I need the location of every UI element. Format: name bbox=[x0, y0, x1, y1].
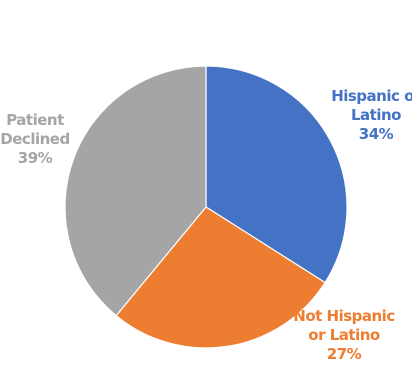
pie-labels: Hispanic or Latino 34% Not Hispanic or Latin… bbox=[0, 87, 412, 363]
pie-slice-1 bbox=[115, 206, 326, 349]
slice-category-label: Latino bbox=[351, 106, 401, 124]
slice-label-0: Hispanic or Latino 34% bbox=[331, 87, 412, 143]
slice-category-label: Not Hispanic bbox=[293, 307, 394, 325]
slice-category-label: Patient bbox=[6, 111, 64, 129]
pie-slices bbox=[64, 65, 348, 349]
pie-slice-2 bbox=[64, 65, 207, 317]
slice-value-label: 34% bbox=[359, 125, 394, 143]
slice-category-label: or Latino bbox=[308, 326, 380, 344]
slice-category-label: Declined bbox=[0, 130, 69, 148]
pie-slice-0 bbox=[205, 65, 348, 284]
slice-value-label: 39% bbox=[18, 149, 53, 167]
slice-label-2: Patient Declined 39% bbox=[0, 111, 69, 167]
slice-label-1: Not Hispanic or Latino 27% bbox=[293, 307, 394, 363]
slice-value-label: 27% bbox=[327, 345, 362, 363]
slice-category-label: Hispanic or bbox=[331, 87, 412, 105]
